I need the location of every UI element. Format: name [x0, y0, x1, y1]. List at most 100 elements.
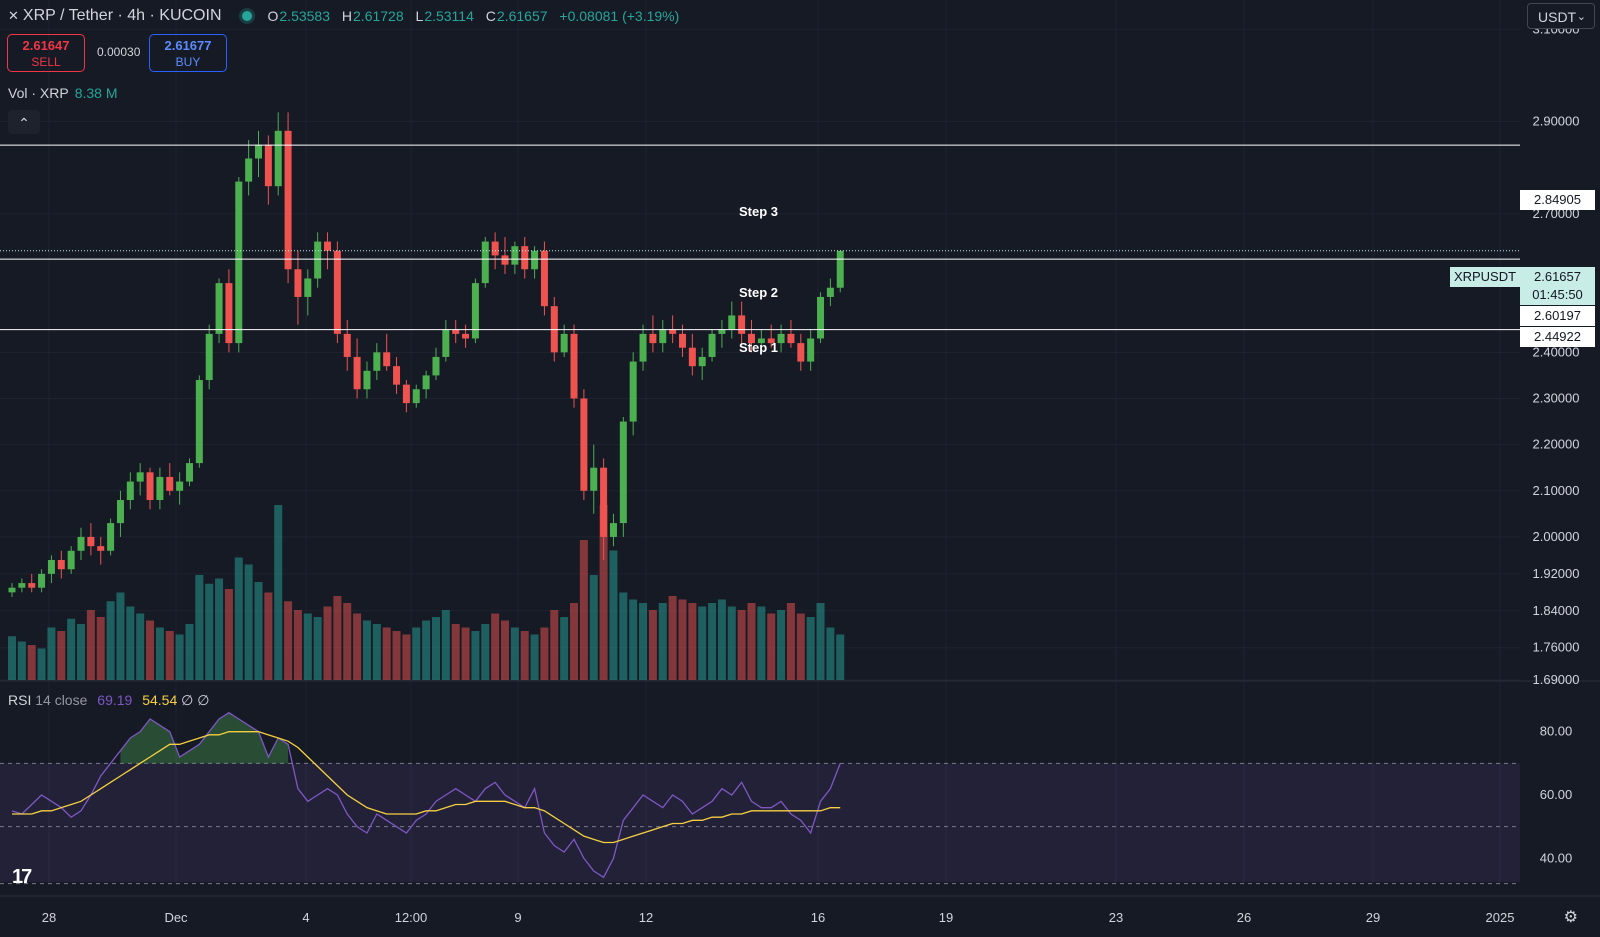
buy-price: 2.61677 [150, 38, 226, 54]
candle-body [817, 297, 824, 339]
volume-bar [609, 551, 617, 681]
volume-bar [274, 505, 282, 680]
volume-bar [422, 621, 430, 681]
candle-body [393, 366, 400, 384]
open-label: O [268, 8, 279, 24]
gear-icon[interactable]: ⚙ [1564, 907, 1578, 927]
volume-bar [432, 617, 440, 680]
candle-body [590, 468, 597, 491]
rsi-legend[interactable]: RSI 14 close 69.19 54.54 ∅ ∅ [8, 692, 209, 709]
step-2-label: Step 2 [739, 285, 778, 300]
volume-bar [728, 607, 736, 681]
volume-bar [777, 610, 785, 680]
candle-body [787, 334, 794, 343]
buy-button[interactable]: 2.61677 BUY [149, 34, 227, 72]
candle-body [797, 343, 804, 361]
candle-body [58, 560, 65, 569]
candle-body [166, 477, 173, 491]
market-status-icon[interactable] [242, 11, 252, 21]
candle-body [571, 334, 578, 399]
volume-legend[interactable]: Vol · XRP 8.38 M [8, 85, 118, 101]
collapse-legend-button[interactable]: ⌃ [8, 110, 40, 134]
candle-body [107, 523, 114, 551]
bar-countdown: 01:45:50 [1520, 285, 1595, 305]
volume-bar [225, 589, 233, 680]
volume-bar [324, 607, 332, 681]
time-tick-label: Dec [164, 910, 188, 925]
candle-body [304, 278, 311, 296]
candle-body [659, 329, 666, 343]
candle-body [738, 315, 745, 333]
candle-body [78, 537, 85, 551]
volume-bar [807, 617, 815, 680]
candle-body [225, 283, 232, 343]
symbol-header[interactable]: ✕ XRP / Tether · 4h · KUCOIN O2.53583 H2… [8, 5, 687, 27]
candle-body [117, 500, 124, 523]
volume-bar [708, 603, 716, 680]
volume-bar [787, 603, 795, 680]
candle-body [235, 182, 242, 344]
volume-bar [185, 624, 193, 680]
candle-body [48, 560, 55, 574]
xrp-logo-icon: ✕ [8, 8, 19, 24]
volume-bar [698, 607, 706, 681]
volume-bar [136, 614, 144, 681]
tradingview-logo-icon[interactable]: 17 [12, 866, 30, 889]
candle-body [709, 334, 716, 357]
time-tick-label: 16 [811, 910, 825, 925]
candle-body [344, 334, 351, 357]
volume-bar [590, 575, 598, 680]
rsi-band-fill [0, 763, 1520, 882]
candle-body [9, 588, 16, 593]
step-1-label: Step 1 [739, 340, 778, 355]
candle-body [492, 242, 499, 256]
price-tick-label: 2.00000 [1533, 529, 1580, 544]
candle-body [807, 338, 814, 361]
candle-body [580, 398, 587, 490]
candle-body [97, 546, 104, 551]
candle-body [511, 246, 518, 264]
volume-bar [412, 628, 420, 681]
volume-bar [235, 558, 243, 681]
price-tick-label: 1.76000 [1533, 640, 1580, 655]
volume-bar [521, 631, 529, 680]
candle-body [38, 574, 45, 588]
volume-bar [126, 607, 134, 681]
candle-body [432, 357, 439, 375]
current-price-tag: 2.61657 [1520, 267, 1595, 287]
price-tick-label: 2.90000 [1533, 114, 1580, 129]
volume-bar [294, 610, 302, 680]
candle-body [18, 583, 25, 588]
time-tick-label: 28 [42, 910, 56, 925]
price-tick-label: 1.84000 [1533, 603, 1580, 618]
volume-bar [501, 621, 509, 681]
volume-bar [560, 617, 568, 680]
rsi-value: 69.19 [97, 692, 132, 708]
volume-bar [748, 603, 756, 680]
symbol-title[interactable]: XRP / Tether · 4h · KUCOIN [23, 7, 222, 25]
time-tick-label: 12 [639, 910, 653, 925]
volume-bar [649, 610, 657, 680]
candle-body [423, 375, 430, 389]
price-tick-label: 2.20000 [1533, 437, 1580, 452]
candle-body [649, 334, 656, 343]
rsi-tick-label: 80.00 [1540, 724, 1573, 739]
candle-body [403, 385, 410, 403]
sell-button[interactable]: 2.61647 SELL [7, 34, 85, 72]
candle-body [383, 352, 390, 366]
volume-bar [471, 631, 479, 680]
volume-bar [580, 540, 588, 680]
candle-body [137, 472, 144, 481]
time-axis[interactable]: 28 Dec 4 12:00 9 12 16 19 23 26 29 2025 [42, 910, 1515, 925]
candle-body [265, 145, 272, 187]
volume-bar [836, 635, 844, 681]
volume-bar [481, 624, 489, 680]
candle-body [472, 283, 479, 338]
volume-bar [47, 628, 55, 681]
volume-bar [531, 635, 539, 681]
symbol-price-tag: XRPUSDT [1450, 267, 1520, 287]
currency-select[interactable]: USDT ⌄ [1527, 3, 1595, 29]
candle-body [679, 334, 686, 348]
price-axis[interactable]: 3.300003.100002.900002.700002.400002.300… [1533, 0, 1580, 865]
